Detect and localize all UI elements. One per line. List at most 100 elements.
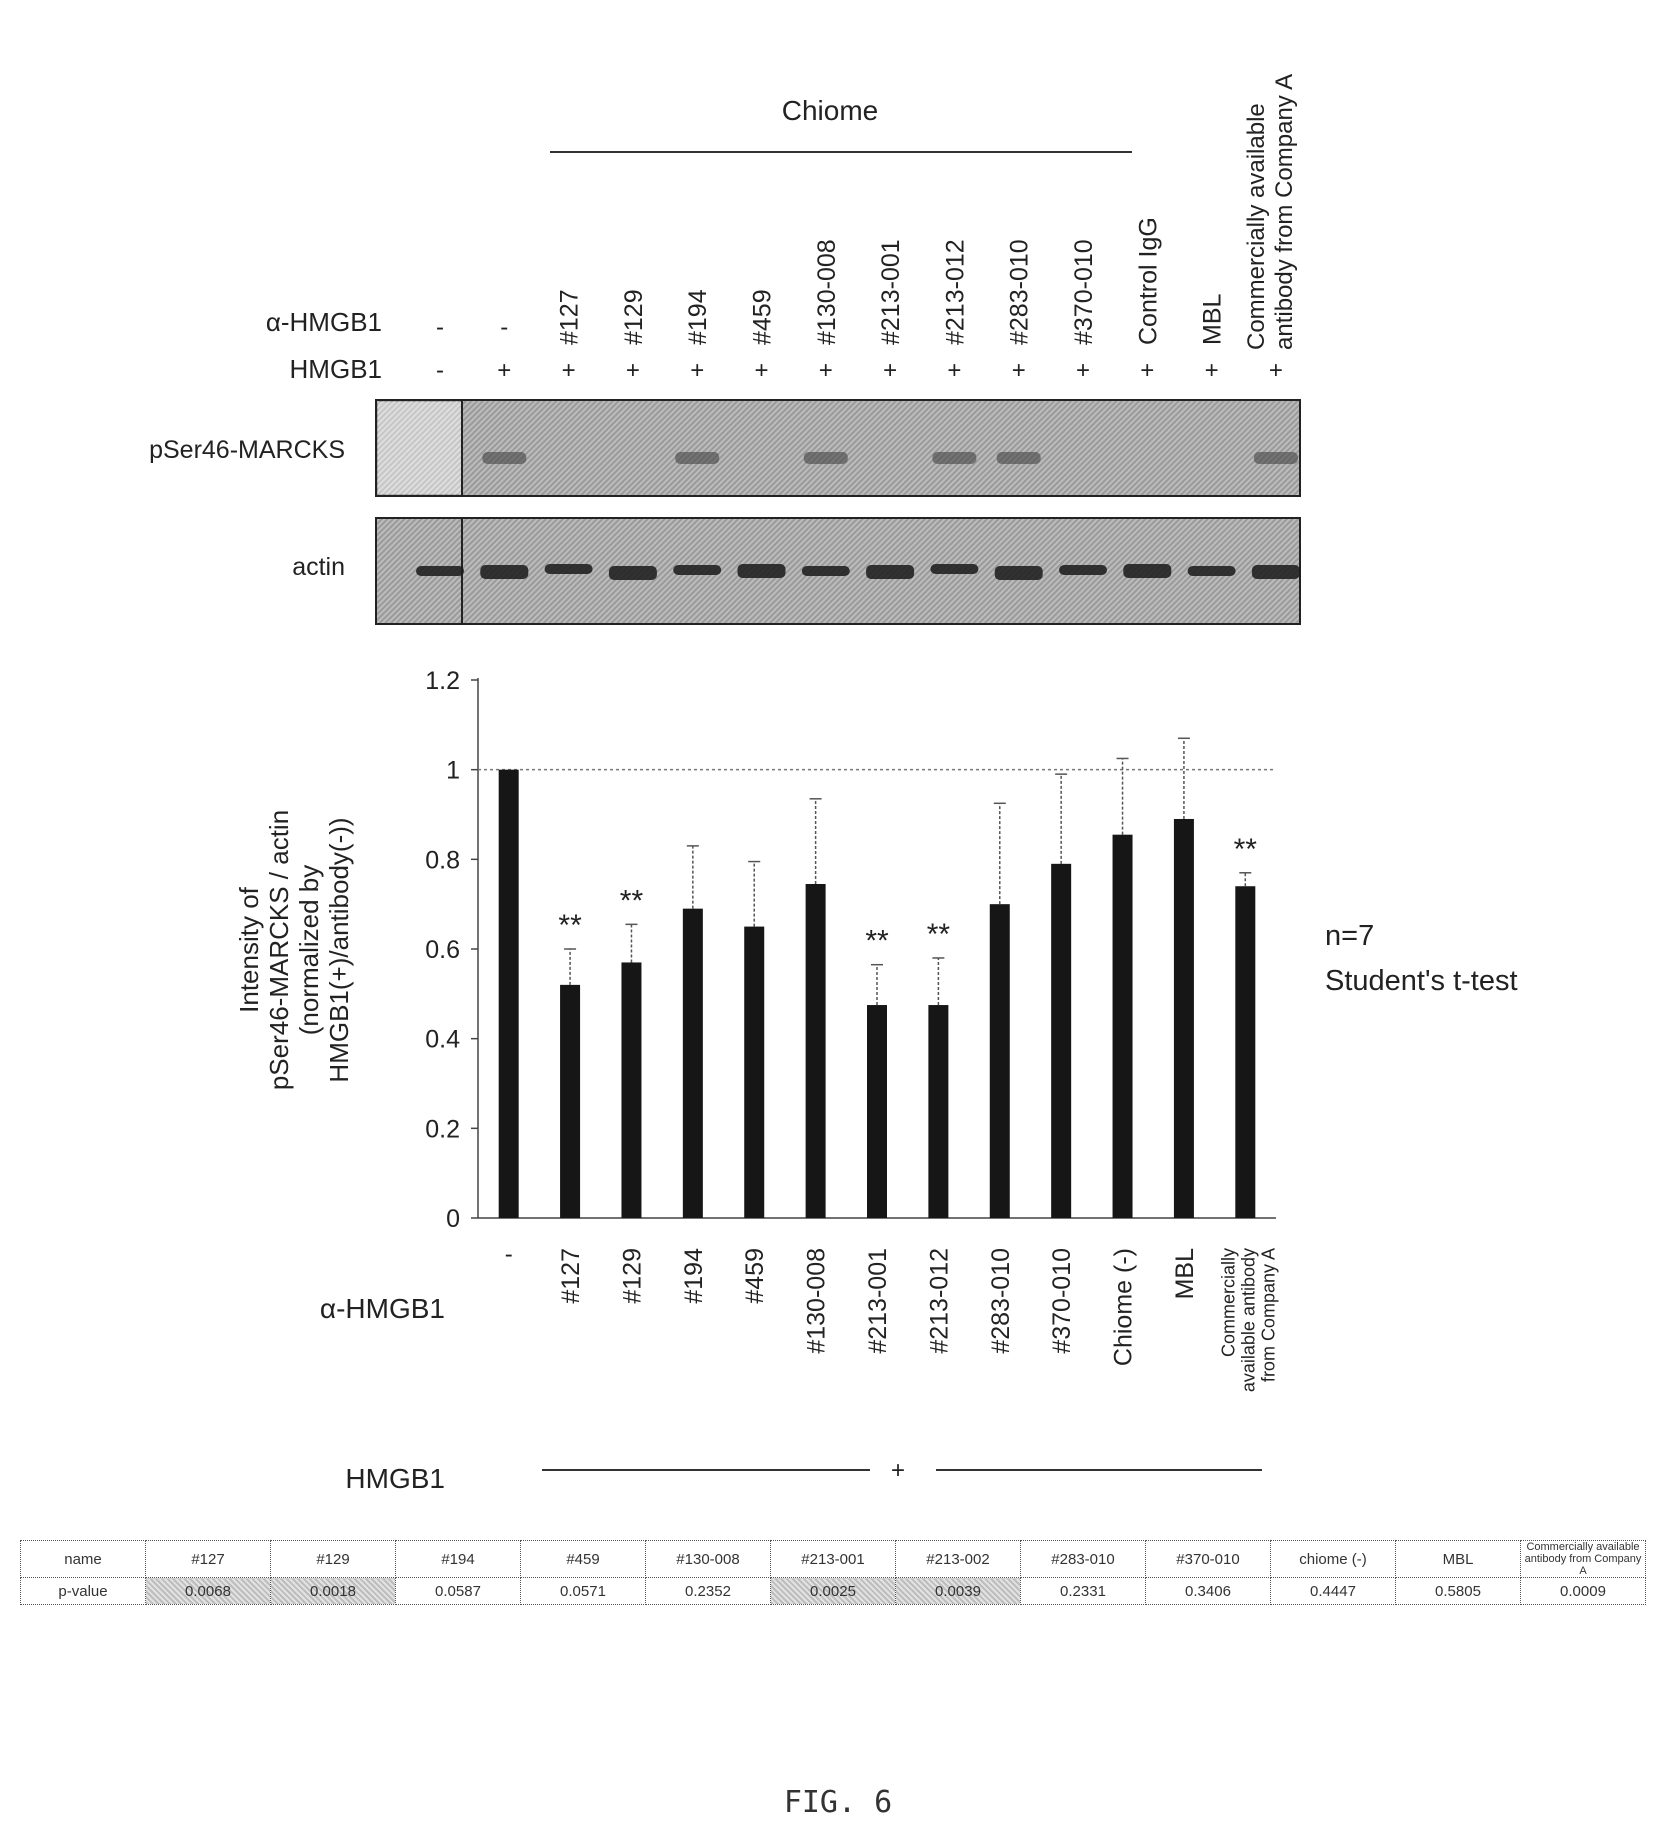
blot-lane-antibody-label: Commercially available xyxy=(1243,103,1270,350)
p-value-table-value-row: p-value 0.0068 0.0018 0.0587 0.0571 0.2352 0.0… xyxy=(20,1577,1646,1605)
p-table-value-cell: p-value xyxy=(20,1577,146,1605)
blot-lane-antibody-label: #459 xyxy=(749,289,777,345)
actin-band xyxy=(737,564,786,578)
p-table-header-cell: #127 xyxy=(145,1540,271,1578)
pser46-bands xyxy=(482,452,1298,464)
p-table-value-cell: 0.0009 xyxy=(1520,1577,1646,1605)
significance-mark: ** xyxy=(558,909,582,942)
actin-band xyxy=(673,565,722,575)
y-axis-label-line: HMGB1(+)/antibody(-)) xyxy=(324,817,354,1082)
p-table-header-cell: #129 xyxy=(270,1540,396,1578)
x-tick-label: #194 xyxy=(680,1248,708,1304)
blot-lane-hmgb1-sign: + xyxy=(1140,357,1154,384)
actin-band xyxy=(544,564,593,574)
p-table-header-cell: #213-002 xyxy=(895,1540,1021,1578)
blot-lane-antibody-label: #283-010 xyxy=(1006,239,1034,345)
actin-band xyxy=(801,566,850,576)
actin-band xyxy=(416,566,464,576)
significance-marks: ** ** ** ** ** xyxy=(558,833,1257,958)
bar xyxy=(744,926,765,1218)
bar xyxy=(989,904,1010,1218)
p-table-value-cell: 0.4447 xyxy=(1270,1577,1396,1605)
bar xyxy=(867,1005,887,1218)
bars xyxy=(498,769,1256,1218)
x-tick-label: - xyxy=(505,1241,513,1268)
p-table-value-cell: 0.0571 xyxy=(520,1577,646,1605)
p-table-header-cell: MBL xyxy=(1395,1540,1521,1578)
x-tick-label: #213-012 xyxy=(925,1248,953,1354)
blot-lane-hmgb1-sign: + xyxy=(819,357,833,384)
x-row-hmgb1-label: HMGB1 xyxy=(345,1463,445,1494)
p-table-value-cell: 0.0587 xyxy=(395,1577,521,1605)
blot-lane-hmgb1-sign: + xyxy=(497,357,511,384)
actin-bands xyxy=(416,564,1300,580)
p-table-header-cell: name xyxy=(20,1540,146,1578)
x-tick-label: #127 xyxy=(557,1248,585,1304)
blot-lane-antibody-label: MBL xyxy=(1199,294,1227,346)
p-table-value-cell: 0.0039 xyxy=(895,1577,1021,1605)
x-tick-label: MBL xyxy=(1171,1248,1199,1300)
blot-lane-hmgb1-sign: + xyxy=(626,357,640,384)
error-bars xyxy=(564,737,1252,1006)
x-tick-labels: - #127 #129 #194 #459 #130-008 #213-001 #213-01… xyxy=(505,1241,1279,1392)
blot-lane-labels: - - - + #127 + #129 + #194 + #459 + #130-008 + #213-00… xyxy=(436,74,1298,384)
y-tick-label: 0.2 xyxy=(425,1115,460,1143)
p-value-table-header-row: name #127 #129 #194 #459 #130-008 #213-001 #213… xyxy=(20,1540,1646,1578)
bar-chart: Intensity of pSer46-MARCKS / actin (normal… xyxy=(234,667,1518,1494)
blot-header: Chiome α-HMGB1 HMGB1 - - - + #127 + #129 + #194 +… xyxy=(266,74,1298,384)
bar xyxy=(928,1005,949,1218)
blot-panels: pSer46-MARCKS actin xyxy=(149,399,1301,625)
bar xyxy=(621,962,642,1218)
significance-mark: ** xyxy=(620,884,644,917)
hmgb1-plus-sign: + xyxy=(891,1457,905,1484)
pser46-band xyxy=(932,452,977,464)
blot-lane-hmgb1-sign: + xyxy=(1205,357,1219,384)
p-table-value-cell: 0.0068 xyxy=(145,1577,271,1605)
p-table-value-cell: 0.5805 xyxy=(1395,1577,1521,1605)
blot-lane-antibody-label: Control IgG xyxy=(1134,217,1162,345)
p-value-table: name #127 #129 #194 #459 #130-008 #213-001 #213… xyxy=(20,1540,1646,1605)
p-table-header-cell: chiome (-) xyxy=(1270,1540,1396,1578)
bar xyxy=(1112,834,1133,1218)
y-tick-label: 0.4 xyxy=(425,1026,460,1054)
pser46-band xyxy=(482,452,527,464)
x-tick-label: available antibody xyxy=(1238,1248,1258,1392)
blot-lane-antibody-label: #130-008 xyxy=(813,239,841,345)
blot-lane-antibody-label: #129 xyxy=(620,289,648,345)
blot-lane-antibody-label-line2: antibody from Company A xyxy=(1271,74,1298,350)
blot-lane-hmgb1-sign: + xyxy=(1076,357,1090,384)
p-table-header-cell: #213-001 xyxy=(770,1540,896,1578)
blot-lane-antibody-label: #213-001 xyxy=(877,239,905,345)
x-tick-label: #213-001 xyxy=(864,1248,892,1354)
p-table-header-cell: #459 xyxy=(520,1540,646,1578)
blot-lane-hmgb1-sign: - xyxy=(436,357,444,384)
bar xyxy=(498,769,519,1218)
p-table-value-cell: 0.0025 xyxy=(770,1577,896,1605)
pser46-band xyxy=(996,452,1041,464)
x-tick-label: #459 xyxy=(741,1248,769,1304)
y-axis-label: Intensity of pSer46-MARCKS / actin (normal… xyxy=(234,810,354,1090)
actin-band xyxy=(1123,564,1172,578)
bar xyxy=(1051,863,1072,1218)
p-table-header-cell: #130-008 xyxy=(645,1540,771,1578)
blot-lane-antibody-label: #213-012 xyxy=(941,239,969,345)
pser46-band xyxy=(675,452,720,464)
y-axis-label-line: pSer46-MARCKS / actin xyxy=(264,810,294,1090)
stats-n: n=7 xyxy=(1325,920,1374,952)
pser46-blot-panel xyxy=(375,399,1301,497)
y-tick-label: 1 xyxy=(446,757,460,785)
pser46-band xyxy=(803,452,848,464)
p-table-value-cell: 0.0018 xyxy=(270,1577,396,1605)
blot-lane-hmgb1-sign: + xyxy=(883,357,897,384)
chiome-group-label: Chiome xyxy=(782,95,878,126)
p-table-value-cell: 0.3406 xyxy=(1145,1577,1271,1605)
p-table-header-cell: Commercially available antibody from Com… xyxy=(1520,1540,1646,1578)
significance-mark: ** xyxy=(927,918,951,951)
pser46-band xyxy=(1253,452,1298,464)
actin-band xyxy=(866,565,915,579)
blot-lane-hmgb1-sign: + xyxy=(1269,357,1283,384)
blot-lane-antibody-label: #127 xyxy=(556,289,584,345)
bar xyxy=(560,984,581,1218)
bar xyxy=(1173,818,1194,1218)
